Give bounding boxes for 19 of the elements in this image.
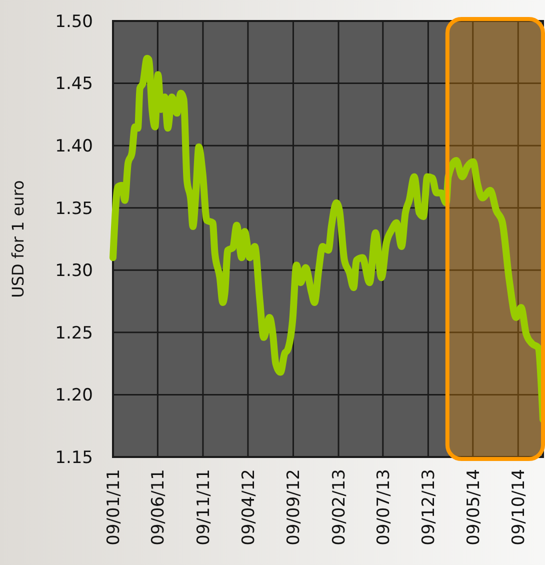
x-tick-label: 09/05/14 [464,469,484,546]
x-tick-label: 09/12/13 [419,469,440,546]
y-tick-label: 1.30 [55,261,93,282]
y-tick-label: 1.50 [55,12,93,32]
y-tick-label: 1.20 [55,386,93,406]
x-tick-label: 09/02/13 [329,469,350,546]
y-axis-title: USD for 1 euro [8,180,28,298]
x-tick-label: 09/01/11 [104,469,124,546]
x-tick-label: 09/06/11 [148,469,169,546]
x-tick-label: 09/07/13 [374,469,394,546]
y-tick-label: 1.25 [55,323,93,344]
y-tick-label: 1.45 [55,74,93,94]
y-tick-label: 1.35 [55,198,93,219]
x-tick-label: 09/04/12 [238,469,259,546]
y-tick-label: 1.40 [55,136,93,157]
y-tick-label: 1.15 [55,448,93,468]
x-tick-label: 09/11/11 [194,469,214,546]
x-tick-label: 09/10/14 [509,469,530,546]
x-tick-label: 09/09/12 [284,469,304,546]
